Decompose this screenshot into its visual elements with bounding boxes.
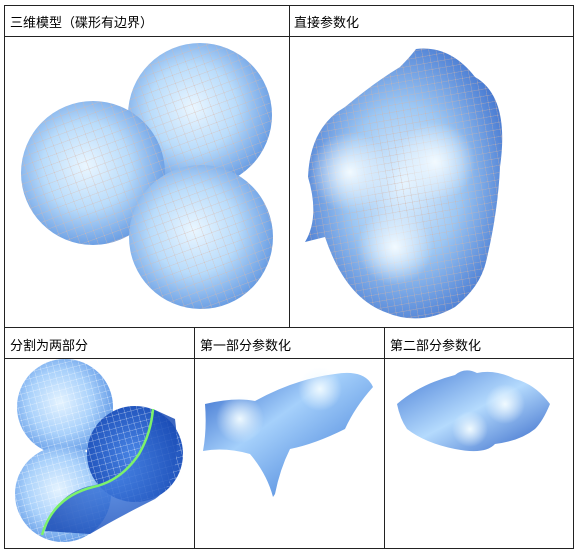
table-border-right bbox=[573, 5, 574, 549]
segment-part-dark bbox=[45, 406, 183, 534]
row1-col-divider bbox=[289, 5, 290, 328]
row2-col-divider-1 bbox=[194, 327, 195, 549]
dish-mesh-3d-image bbox=[21, 43, 273, 309]
row2-col-divider-2 bbox=[384, 327, 385, 549]
part2-surface bbox=[397, 370, 550, 452]
segmented-mesh-image bbox=[15, 359, 183, 542]
part1-param-mesh-image bbox=[203, 367, 373, 497]
cut-line bbox=[40, 408, 155, 536]
sphere-left bbox=[21, 101, 165, 245]
caption-split-two: 分割为两部分 bbox=[10, 339, 89, 354]
direct-param-surface bbox=[305, 48, 503, 319]
row2-header-divider bbox=[4, 358, 574, 359]
table-border-left bbox=[4, 5, 5, 549]
table-border-bottom bbox=[4, 548, 574, 549]
direct-param-mesh-image bbox=[305, 48, 503, 319]
caption-part2-param: 第二部分参数化 bbox=[390, 339, 482, 354]
sphere-bottom bbox=[129, 165, 273, 309]
caption-part1-param: 第一部分参数化 bbox=[200, 339, 292, 354]
sphere-top bbox=[128, 43, 272, 187]
caption-direct-param: 直接参数化 bbox=[294, 16, 360, 31]
part1-surface bbox=[203, 367, 373, 497]
part2-param-mesh-image bbox=[397, 370, 550, 452]
caption-3d-model: 三维模型（碟形有边界） bbox=[10, 16, 154, 31]
